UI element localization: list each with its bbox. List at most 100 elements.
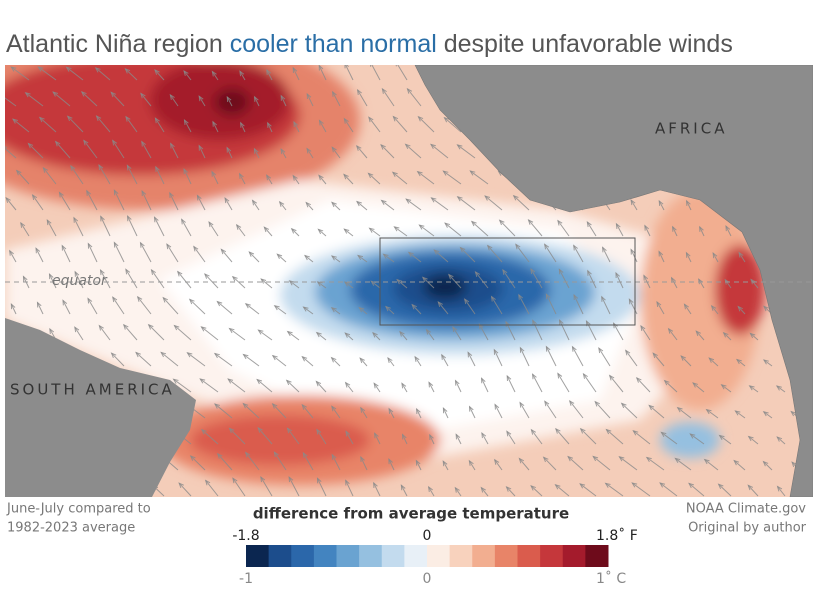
wind-arrow-head [720, 384, 727, 390]
wind-arrow-head [615, 271, 621, 279]
wind-arrow-head [0, 94, 4, 98]
wind-arrow-head [257, 329, 264, 335]
wind-arrow-head [672, 225, 677, 232]
equator-label: equator [52, 273, 108, 289]
wind-arrow-head [519, 401, 525, 408]
wind-arrow [357, 255, 368, 263]
wind-arrow [602, 247, 611, 263]
wind-arrow-head [428, 381, 434, 388]
wind-arrow-head [692, 382, 699, 388]
wind-arrow-head [417, 115, 424, 122]
wind-arrow [580, 428, 597, 445]
wind-arrow-head [631, 482, 638, 488]
wind-arrow-head [98, 324, 104, 331]
wind-arrow [217, 453, 233, 471]
wind-arrow [11, 66, 30, 81]
wind-arrow [628, 299, 638, 315]
wind-arrow [776, 436, 786, 445]
wind-arrow-head [212, 120, 218, 127]
wind-arrow [100, 269, 111, 289]
wind-arrow-head [5, 196, 11, 203]
wind-arrow [74, 271, 84, 289]
wind-arrow-head [608, 374, 615, 381]
wind-arrow-head [602, 246, 607, 253]
wind-arrow [155, 166, 165, 185]
wind-arrow-head [663, 379, 670, 386]
wind-arrow-head [166, 243, 172, 250]
wind-arrow [545, 294, 557, 315]
wind-arrow-head [658, 199, 664, 206]
wind-arrow [631, 482, 651, 497]
wind-arrow [684, 304, 692, 315]
wind-arrow [368, 173, 381, 185]
wind-arrow-head [689, 433, 696, 439]
wind-arrow [532, 320, 543, 341]
wind-arrow-head [367, 172, 374, 179]
colorbar-swatch [336, 545, 360, 567]
wind-arrow-head [762, 460, 769, 467]
wind-arrow [360, 407, 368, 419]
wind-arrow [605, 482, 624, 497]
wind-arrow-head [235, 223, 242, 230]
wind-arrow-head [545, 345, 551, 352]
wind-arrow [46, 219, 57, 237]
wind-arrow [123, 324, 138, 341]
wind-arrow [87, 298, 98, 315]
wind-arrow [719, 435, 732, 445]
wind-arrow [305, 202, 314, 211]
wind-arrow [113, 242, 125, 263]
wind-arrow-head [374, 432, 379, 439]
wind-arrow [592, 456, 611, 471]
wind-arrow-head [750, 278, 756, 285]
wind-arrow-head [332, 90, 337, 97]
wind-arrow [141, 190, 152, 211]
wind-arrow [331, 406, 341, 419]
wind-arrow-head [648, 404, 655, 411]
wind-arrow [260, 476, 273, 497]
colorbar-swatch [472, 545, 496, 567]
wind-arrow [661, 432, 678, 445]
wind-arrow [319, 120, 327, 133]
wind-arrow-head [382, 253, 389, 259]
wind-arrow-head [94, 67, 101, 73]
colorbar-tick-label: 0 [423, 571, 432, 587]
wind-arrow-head [388, 407, 394, 414]
wind-arrow-head [618, 456, 625, 462]
wind-arrow [35, 248, 44, 263]
wind-arrow [648, 405, 665, 419]
wind-arrow [397, 65, 408, 81]
wind-arrow [199, 378, 219, 393]
colorbar-swatch [585, 545, 609, 567]
wind-arrow-head [176, 270, 183, 277]
wind-arrow [291, 228, 300, 237]
wind-arrow-head [722, 331, 729, 338]
wind-arrow [304, 255, 314, 263]
wind-arrow-head [490, 295, 496, 302]
wind-arrow [263, 226, 273, 237]
wind-arrow [137, 296, 152, 315]
wind-arrow [385, 306, 395, 315]
wind-arrow-head [368, 227, 375, 233]
wind-arrow-head [35, 247, 41, 254]
wind-arrow-head [181, 218, 186, 225]
note-right: Original by author [688, 521, 807, 536]
wind-arrow [371, 65, 381, 81]
wind-arrow-head [762, 359, 769, 365]
wind-arrow-head [216, 452, 223, 459]
wind-arrow [658, 200, 665, 211]
wind-arrow-head [518, 293, 524, 300]
wind-arrow [619, 456, 638, 471]
wind-arrow-head [267, 121, 272, 128]
wind-arrow [499, 219, 516, 237]
wind-arrow-head [519, 346, 525, 353]
wind-arrow-head [139, 241, 145, 248]
wind-arrow-head [318, 119, 324, 126]
wind-arrow-head [100, 215, 105, 222]
wind-arrow-head [387, 356, 393, 363]
wind-arrow [415, 460, 422, 471]
wind-arrow-head [331, 201, 337, 208]
wind-arrow-head [228, 427, 235, 434]
wind-arrow [381, 88, 395, 107]
wind-arrow-head [271, 354, 278, 361]
